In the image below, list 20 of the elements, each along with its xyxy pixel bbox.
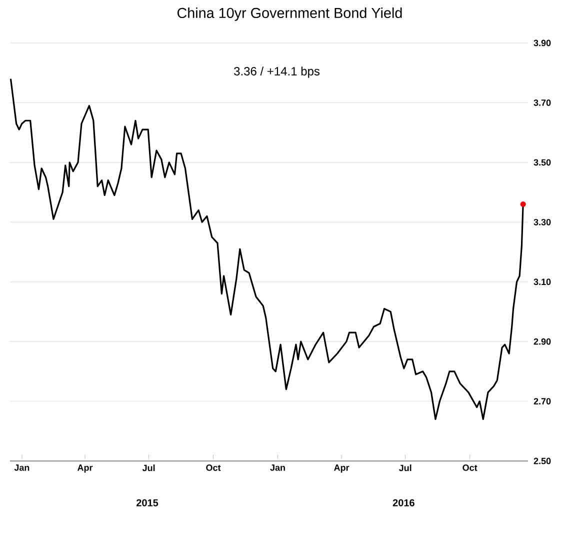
y-tick-label: 2.90 (534, 338, 551, 345)
text: 2015 (136, 499, 158, 506)
y-tick-label: 2.50 (534, 458, 551, 464)
x-tick-label: Jul (142, 464, 155, 472)
y-tick-label: 3.10 (534, 278, 551, 286)
y-tick-label: 3.90 (534, 40, 551, 46)
y-tick-label: 2.70 (534, 398, 551, 404)
y-tick-label: 3.50 (534, 159, 551, 166)
x-tick-label: Oct (462, 464, 478, 471)
x-tick-label: Jul (398, 464, 412, 472)
text: 2016 (392, 499, 414, 506)
y-tick-label: 3.30 (534, 218, 551, 226)
x-tick-label: Jan (270, 464, 285, 471)
x-tick-label: Jan (14, 464, 30, 471)
text: 3.36 / +14.1 bps (234, 66, 320, 78)
x-tick-label: Oct (206, 464, 221, 471)
chart-title: China 10yr Government Bond Yield (177, 7, 402, 21)
x-tick-label: Apr (77, 464, 93, 473)
x-tick-label: Apr (334, 464, 350, 473)
y-tick-label: 3.70 (534, 100, 551, 106)
